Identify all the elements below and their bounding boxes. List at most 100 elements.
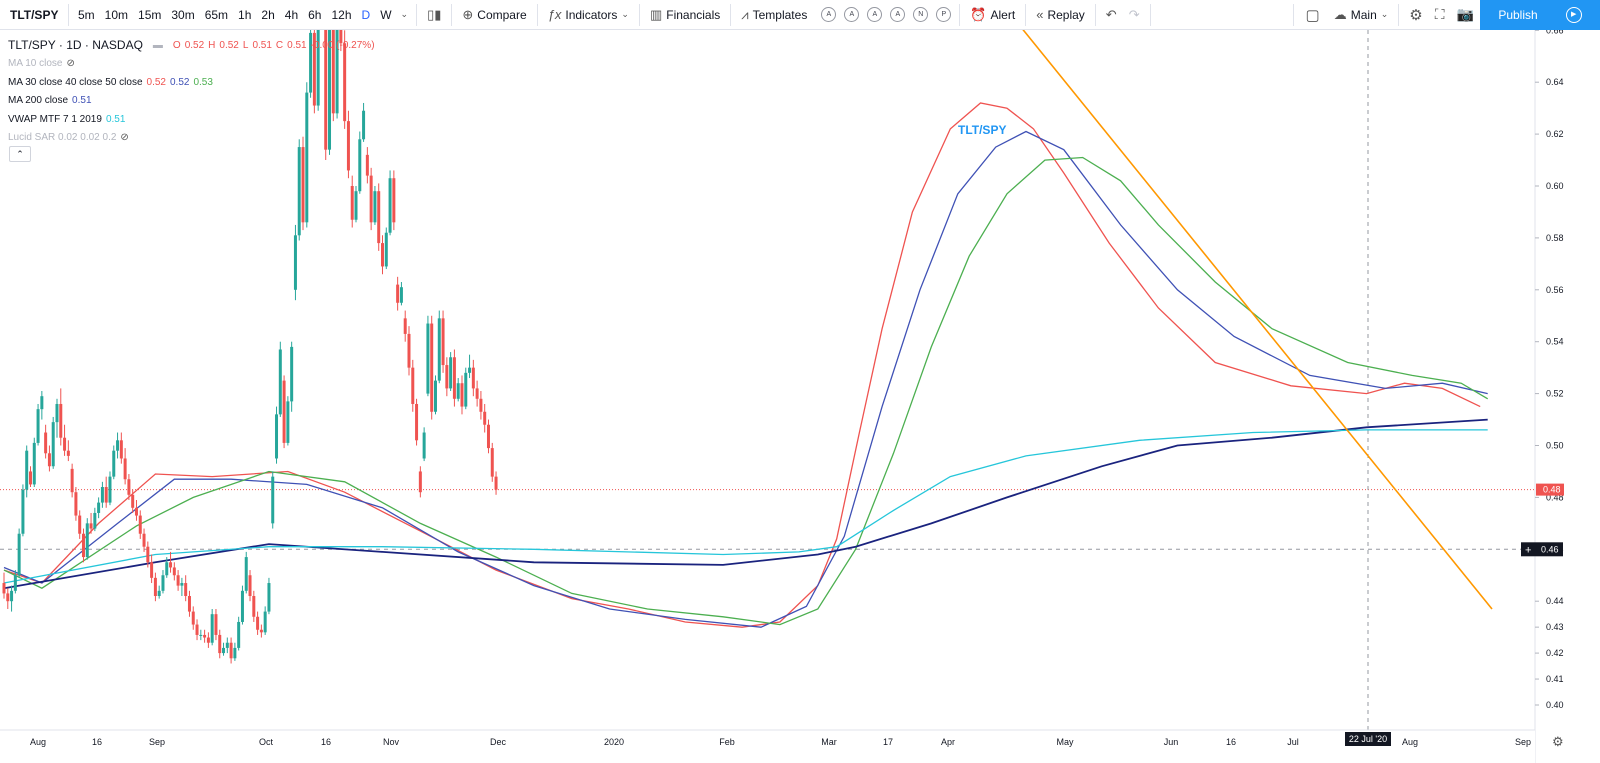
candle-body [445, 365, 449, 389]
legend-options-icon[interactable]: ▬ [152, 39, 163, 51]
legend-symbol[interactable]: TLT/SPY · 1D · NASDAQ [8, 38, 143, 53]
replay-button[interactable]: « Replay [1030, 7, 1091, 22]
candle-body [377, 191, 381, 244]
redo-icon[interactable]: ↷ [1128, 6, 1140, 22]
eye-hidden-icon[interactable]: ⊘ [66, 58, 75, 70]
interval-30m-button[interactable]: 30m [171, 7, 195, 22]
candle-body [362, 110, 366, 140]
legend-collapse-button[interactable]: ⌃ [9, 146, 31, 162]
x-tick-label: May [1056, 737, 1074, 747]
undo-icon[interactable]: ↶ [1105, 6, 1117, 22]
chevron-down-icon[interactable]: ⌄ [400, 9, 409, 19]
candle-body [259, 629, 263, 633]
interval-w-button[interactable]: W [380, 7, 392, 22]
toolbar-divider [730, 3, 732, 26]
interval-4h-button[interactable]: 4h [284, 7, 299, 22]
gear-icon[interactable]: ⚙ [1409, 6, 1423, 24]
toolbar-divider [451, 3, 453, 26]
quick-button-2[interactable]: A [867, 7, 883, 22]
legend-vwap-row[interactable]: VWAP MTF 7 1 2019 0.51 [8, 110, 375, 129]
candle-body [331, 30, 335, 114]
candle-body [301, 147, 305, 223]
candle-body [187, 596, 191, 612]
interval-2h-button[interactable]: 2h [261, 7, 275, 22]
quick-button-0[interactable]: A [821, 7, 837, 22]
y-tick-label: 0.60 [1546, 181, 1564, 191]
square-icon[interactable]: ▢ [1305, 6, 1320, 24]
candle-body [203, 634, 207, 638]
candle-body [328, 30, 332, 150]
candle-body [32, 442, 36, 485]
quick-button-3[interactable]: A [890, 7, 906, 22]
templates-icon: ⩘ [741, 6, 749, 22]
eye-hidden-icon[interactable]: ⊘ [120, 132, 129, 144]
candle-body [312, 32, 316, 106]
candle-body [85, 523, 89, 558]
candle-body [161, 575, 165, 591]
legend-sar-row[interactable]: Lucid SAR 0.02 0.02 0.2 ⊘ [8, 129, 375, 148]
play-icon: ▶ [1565, 6, 1582, 23]
fullscreen-icon[interactable]: ⛶ [1434, 6, 1445, 22]
interval-15m-button[interactable]: 15m [138, 7, 162, 22]
candle-body [437, 318, 441, 381]
candle-body [195, 624, 199, 635]
candle-body [456, 383, 460, 399]
candle-body [452, 357, 456, 399]
legend-low-value: 0.51 [252, 39, 272, 51]
indicators-button[interactable]: ƒx Indicators ⌄ [542, 7, 635, 22]
candle-body [184, 583, 188, 597]
chart-legend: TLT/SPY · 1D · NASDAQ ▬ O 0.52 H 0.52 L 0.5… [8, 36, 375, 147]
function-icon: ƒx [547, 7, 562, 22]
compare-button[interactable]: ⊕ Compare [456, 7, 532, 23]
series-ma-40-line [3, 130, 1488, 628]
symbol-search[interactable]: TLT/SPY [10, 7, 59, 22]
price-chart[interactable]: TLT/SPY 0.40 0.41 0.42 0.43 0.44 0.46 0.48 0.50… [0, 30, 1600, 763]
legend-high-value: 0.52 [219, 39, 239, 51]
series-vwap-line [3, 429, 1488, 584]
publish-button[interactable]: Publish ▶ [1480, 0, 1600, 30]
layout-button[interactable]: ☁ Main ⌄ [1328, 7, 1395, 23]
interval-1h-button[interactable]: 1h [238, 7, 252, 22]
y-tick-label: 0.42 [1546, 648, 1564, 658]
x-tick-label: Nov [383, 737, 400, 747]
y-tick-label: 0.50 [1546, 441, 1564, 451]
candle-body [222, 647, 226, 654]
interval-65m-button[interactable]: 65m [204, 7, 229, 22]
legend-ma10-row[interactable]: MA 10 close ⊘ [8, 55, 375, 74]
candle-body [407, 333, 411, 368]
alert-button[interactable]: ⏰ Alert [964, 7, 1021, 23]
legend-low-label: L [242, 39, 249, 51]
quick-button-1[interactable]: A [844, 7, 860, 22]
interval-12h-button[interactable]: 12h [331, 7, 352, 22]
candle-body [494, 476, 498, 490]
y-tick-label: 0.64 [1546, 77, 1564, 87]
y-tick-label: 0.44 [1546, 596, 1564, 606]
camera-icon[interactable]: 📷 [1456, 6, 1474, 22]
toolbar-divider [1292, 3, 1294, 26]
candle-body [479, 398, 483, 412]
templates-button[interactable]: ⩘ Templates [735, 7, 813, 23]
x-tick-label: Jun [1164, 737, 1179, 747]
last-price-label: 0.48 [1543, 485, 1561, 495]
candle-body [66, 450, 70, 456]
interval-d-button[interactable]: D [361, 7, 371, 22]
candle-body [358, 139, 362, 192]
interval-10m-button[interactable]: 10m [104, 7, 129, 22]
quick-button-5[interactable]: P [936, 7, 952, 22]
quick-button-4[interactable]: N [913, 7, 929, 22]
legend-ma200-row[interactable]: MA 200 close 0.51 [8, 92, 375, 111]
candle-body [44, 432, 48, 454]
legend-ma-multi-row[interactable]: MA 30 close 40 close 50 close 0.52 0.52 … [8, 73, 375, 92]
interval-6h-button[interactable]: 6h [308, 7, 322, 22]
indicators-label: Indicators [565, 7, 618, 22]
legend-close-label: C [275, 39, 284, 51]
candle-body [392, 178, 396, 223]
x-tick-label: 2020 [604, 737, 624, 747]
candle-body [335, 30, 339, 114]
candlestick-style-icon[interactable]: ▯▮ [427, 6, 442, 22]
interval-5m-button[interactable]: 5m [78, 7, 95, 22]
crosshair-date-badge [1345, 732, 1391, 746]
candle-body [441, 318, 445, 366]
financials-button[interactable]: ▥ Financials [644, 7, 726, 23]
